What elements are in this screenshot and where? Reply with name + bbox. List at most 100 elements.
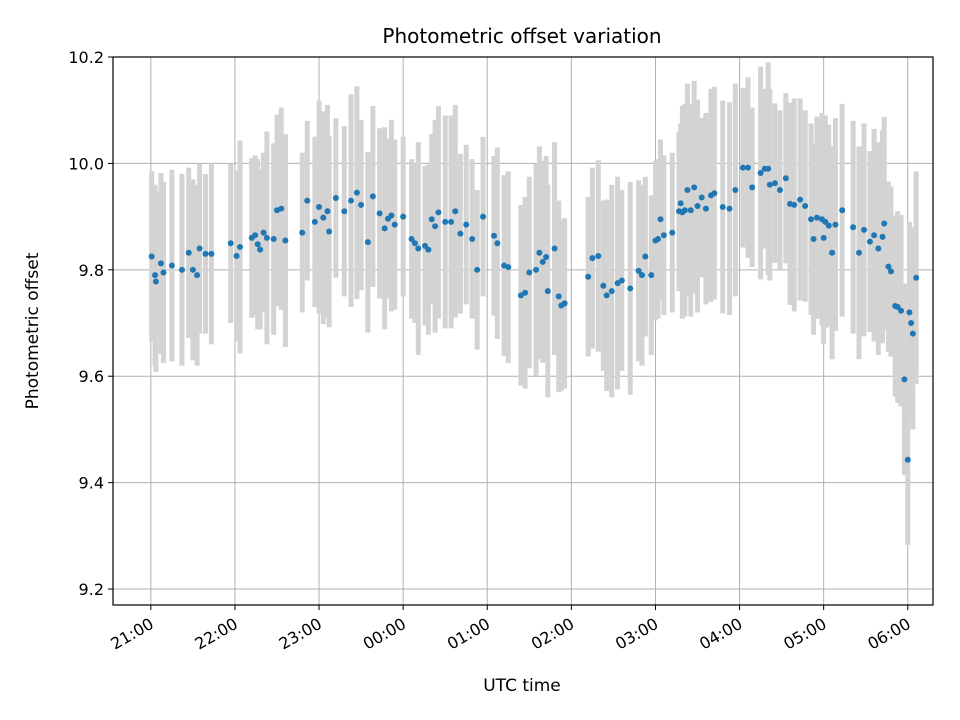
data-point (904, 456, 911, 463)
x-axis-label: UTC time (483, 676, 561, 696)
data-point (324, 208, 331, 215)
data-point (428, 216, 435, 223)
data-point (480, 213, 487, 220)
data-point (260, 229, 267, 236)
y-axis-ticks: 9.2 9.4 9.6 9.8 10.0 10.2 (68, 48, 113, 599)
y-tick-label: 9.2 (79, 580, 104, 599)
data-point (802, 202, 809, 209)
x-tick-label: 00:00 (360, 614, 409, 654)
data-point (600, 282, 607, 289)
data-point (543, 254, 550, 261)
data-point (791, 201, 798, 208)
data-point (906, 309, 913, 316)
data-point (522, 289, 529, 296)
data-point (270, 235, 277, 242)
data-point (855, 249, 862, 256)
y-tick-label: 9.6 (79, 367, 104, 386)
data-point (202, 250, 209, 257)
data-point (411, 240, 418, 247)
data-point (810, 235, 817, 242)
data-point (875, 245, 882, 252)
data-point (391, 221, 398, 228)
data-point (639, 272, 646, 279)
data-point (881, 220, 888, 227)
data-point (348, 197, 355, 204)
data-point (539, 258, 546, 265)
data-point (457, 230, 464, 237)
data-point (257, 246, 264, 253)
x-tick-label: 23:00 (276, 614, 325, 654)
data-point (432, 223, 439, 230)
data-point (702, 205, 709, 212)
data-point (263, 234, 270, 241)
data-point (825, 222, 832, 229)
data-point (677, 200, 684, 207)
data-point (544, 288, 551, 295)
data-point (861, 226, 868, 233)
x-tick-label: 01:00 (444, 614, 493, 654)
data-point (776, 187, 783, 194)
data-point (595, 252, 602, 259)
data-point (744, 164, 751, 171)
data-point (178, 266, 185, 273)
data-point (208, 250, 215, 257)
data-point (726, 205, 733, 212)
data-point (469, 235, 476, 242)
data-point (698, 194, 705, 201)
data-point (885, 263, 892, 270)
data-point (448, 218, 455, 225)
data-point (160, 269, 167, 276)
y-tick-label: 10.0 (68, 154, 104, 173)
data-point (408, 235, 415, 242)
data-point (157, 260, 164, 267)
data-point (400, 213, 407, 220)
data-point (901, 376, 908, 383)
data-point (148, 253, 155, 260)
data-point (887, 268, 894, 275)
data-point (152, 278, 159, 285)
x-tick-label: 21:00 (107, 614, 156, 654)
data-point (388, 212, 395, 219)
data-point (898, 307, 905, 314)
x-tick-label: 04:00 (696, 614, 745, 654)
x-axis-ticks: 21:00 22:00 23:00 00:00 01:00 02:00 03:00 04:00… (107, 605, 914, 654)
data-point (252, 232, 259, 239)
data-point (452, 208, 459, 215)
data-point (603, 292, 610, 299)
x-tick-label: 06:00 (864, 614, 913, 654)
data-point (808, 216, 815, 223)
data-point (766, 181, 773, 188)
data-point (415, 245, 422, 252)
data-point (442, 218, 449, 225)
data-point (839, 207, 846, 214)
data-point (185, 249, 192, 256)
data-point (364, 239, 371, 246)
chart-title: Photometric offset variation (382, 24, 661, 48)
data-point (505, 264, 512, 271)
x-tick-label: 03:00 (612, 614, 661, 654)
data-point (782, 175, 789, 182)
data-point (687, 207, 694, 214)
data-point (813, 214, 820, 221)
data-point (526, 269, 533, 276)
y-tick-label: 9.8 (79, 261, 104, 280)
data-point (660, 232, 667, 239)
data-point (233, 252, 240, 259)
data-point (555, 293, 562, 300)
data-point (304, 197, 311, 204)
data-point (608, 288, 615, 295)
data-point (435, 209, 442, 216)
data-point (341, 208, 348, 215)
data-point (494, 240, 501, 247)
data-point (618, 277, 625, 284)
x-tick-label: 22:00 (192, 614, 241, 654)
plot-frame (112, 56, 934, 606)
data-point (369, 193, 376, 200)
data-point (908, 320, 915, 327)
data-point (694, 202, 701, 209)
x-tick-label: 02:00 (528, 614, 577, 654)
data-point (765, 165, 772, 172)
data-point (353, 189, 360, 196)
data-point (585, 273, 592, 280)
data-point (771, 180, 778, 187)
